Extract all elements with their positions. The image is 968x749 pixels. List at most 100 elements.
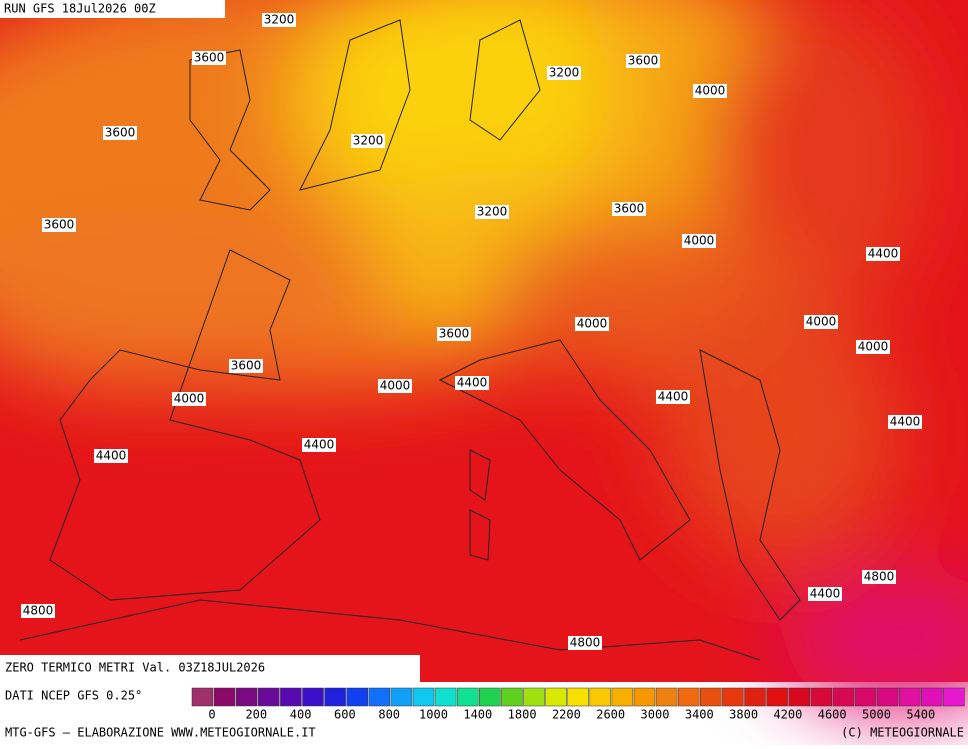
contour-label-box [172,392,206,406]
colorbar-swatch [479,687,501,707]
colorbar-label: 2600 [596,708,625,722]
colorbar-swatch [346,687,368,707]
footer-right: (C) METEOGIORNALE [841,726,964,740]
colorbar-label: 1000 [419,708,448,722]
colorbar-label: 5000 [862,708,891,722]
contour-label-box [682,234,716,248]
contour-label-box [888,415,922,429]
colorbar-label: 800 [378,708,400,722]
contour-label: 4800 [570,636,601,650]
title-box [0,655,420,682]
coastlines [19,19,801,661]
colorbar-swatch [368,687,391,707]
colorbar-label: 4600 [818,708,847,722]
colorbar-swatch [677,687,700,707]
contour-label: 3200 [264,13,295,27]
contour-label-box [856,340,890,354]
colorbar-label: 3800 [729,708,758,722]
contour-label: 4400 [810,587,841,601]
contour-label: 3200 [353,134,384,148]
colorbar-swatch [501,687,523,707]
colorbar-swatch [280,687,302,707]
contour-label-box [437,327,471,341]
contour-label: 3600 [231,359,262,373]
source: DATI NCEP GFS 0.25° [5,689,142,703]
colorbar-label: 1800 [508,708,537,722]
colorbar-label: 5400 [906,708,935,722]
contour-label: 4000 [684,234,715,248]
colorbar-swatch [744,687,766,707]
contour-label: 4800 [864,570,895,584]
colorbar-swatch [523,687,545,707]
contour-label: 3600 [105,126,136,140]
colorbar-swatch [191,687,214,707]
colorbar-swatch [876,687,899,707]
contour-label: 3600 [44,218,75,232]
contour-label-box [866,247,900,261]
contour-label-box [612,202,646,216]
contour-label: 3600 [439,327,470,341]
colorbar-swatch [898,687,921,707]
contour-label: 4000 [858,340,889,354]
contour-label-box [475,205,509,219]
contour-label-box [656,390,690,404]
colorbar-swatch [456,687,479,707]
contour-label: 3200 [477,205,508,219]
contour-label-box [575,317,609,331]
contour-label: 3600 [628,54,659,68]
colorbar-swatch [434,687,457,707]
colorbar-swatch [302,687,324,707]
colorbar-label: 3400 [685,708,714,722]
colorbar-swatch [655,687,678,707]
colorbar-swatch [943,687,965,707]
colorbar-swatch [700,687,722,707]
colorbar-label: 400 [290,708,312,722]
colorbar-swatch [633,687,656,707]
contour-label-box [103,126,137,140]
footer-left: MTG-GFS — ELABORAZIONE WWW.METEOGIORNALE… [5,726,316,740]
colorbar-swatch [545,687,567,707]
colorbar-swatch [567,687,589,707]
contour-label: 3600 [614,202,645,216]
colorbar-label: 0 [208,708,215,722]
contour-label-box [351,134,385,148]
contour-label: 4000 [380,379,411,393]
colorbar-swatch [611,687,634,707]
colorbar-swatch [589,687,612,707]
contour-label-box [693,84,727,98]
colorbar-swatch [921,687,943,707]
contour-label: 4000 [806,315,837,329]
colorbar-label: 2200 [552,708,581,722]
colorbar-label: 600 [334,708,356,722]
contour-label: 4400 [890,415,921,429]
colorbar-label: 3000 [641,708,670,722]
colorbar-swatch [213,687,236,707]
temperature-field [0,0,968,710]
colorbar-swatch [412,687,435,707]
contour-label-box [626,54,660,68]
colorbar-swatch [390,687,413,707]
colorbar-swatch [810,687,833,707]
contour-label: 4400 [457,376,488,390]
contour-label-box [229,359,263,373]
contour-label: 4800 [23,604,54,618]
colorbar-swatch [854,687,877,707]
colorbar-label: 1400 [463,708,492,722]
contour-label-box [21,604,55,618]
contour-label-box [547,66,581,80]
contour-label: 4400 [96,449,127,463]
contour-label-box [455,376,489,390]
colorbar-label: 4200 [773,708,802,722]
colorbar-swatch [324,687,346,707]
contour-label-box [568,636,602,650]
colorbar-swatch [722,687,744,707]
contour-label-box [192,51,226,65]
contour-label: 4400 [304,438,335,452]
contour-label-box [808,587,842,601]
contour-label-box [804,315,838,329]
contour-label-box [302,438,336,452]
contour-label-box [862,570,896,584]
contour-label-box [262,13,296,27]
